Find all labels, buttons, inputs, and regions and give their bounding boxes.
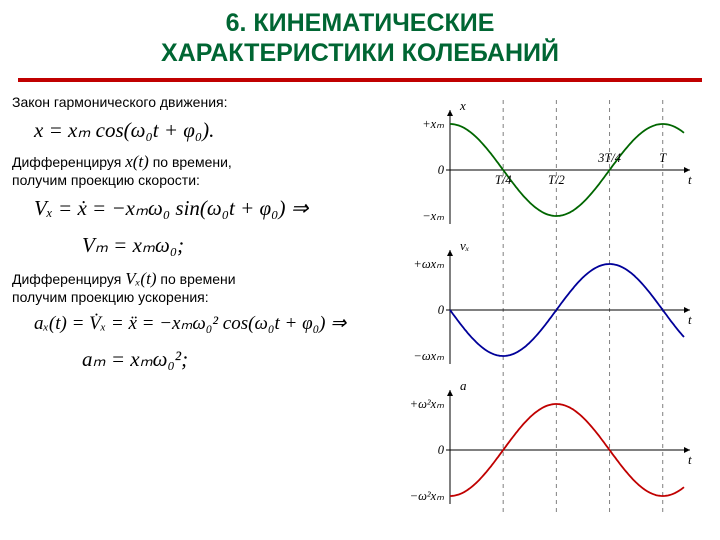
formula-am: aₘ = xₘω₀²; [82,345,402,373]
svg-text:−ωxₘ: −ωxₘ [413,349,444,363]
text-diff2: Дифференцируя Vₓ(t) по времени получим п… [12,269,402,305]
formula-ax: aₓ(t) = V̇ₓ = ẍ = −xₘω₀² cos(ω₀t + φ₀) ⇒ [34,311,402,337]
title-line-1: 6. КИНЕМАТИЧЕСКИЕ [20,8,700,38]
formula-vm: Vₘ = xₘω₀; [82,231,402,259]
svg-text:x: x [459,98,466,113]
right-column: +xₘ0−xₘxtT/4T/23T/4T+ωxₘ0−ωxₘvₓt+ω²xₘ0−ω… [402,90,702,381]
oscillation-graphs: +xₘ 0 −xₘ x t T/4 T/2 3T/4 T +ωxₘ 0 −ωxₘ vₓ t +ω²xₘ 0 −ω… [402,84,702,514]
diff1-b: по времени, [153,154,232,170]
diff1-fn: x(t) [125,152,149,171]
diff1-c: получим проекцию скорости: [12,172,200,188]
left-column: Закон гармонического движения: x = xₘ co… [12,90,402,381]
text-diff1: Дифференцируя x(t) по времени, получим п… [12,152,402,188]
svg-text:−ω²xₘ: −ω²xₘ [410,489,445,503]
svg-text:T/2: T/2 [548,173,565,187]
svg-text:+ωxₘ: +ωxₘ [413,257,444,271]
diff1-a: Дифференцируя [12,154,121,170]
formula-vx: Vₓ = ẋ = −xₘω₀ sin(ω₀t + φ₀) ⇒ [34,194,402,222]
svg-text:0: 0 [438,163,445,177]
svg-text:T/4: T/4 [495,173,512,187]
formula-x: x = xₘ cos(ω₀t + φ₀). [34,116,402,144]
svg-text:+ω²xₘ: +ω²xₘ [410,397,445,411]
svg-text:0: 0 [438,443,445,457]
diff2-b: по времени [160,271,235,287]
svg-text:t: t [688,172,692,187]
svg-text:vₓ: vₓ [460,238,470,253]
svg-text:3T/4: 3T/4 [597,151,621,165]
svg-text:a: a [460,378,467,393]
horizontal-rule [18,78,702,82]
slide-title: 6. КИНЕМАТИЧЕСКИЕ ХАРАКТЕРИСТИКИ КОЛЕБАН… [0,0,720,74]
diff2-c: получим проекцию ускорения: [12,289,209,305]
svg-text:T: T [659,151,667,165]
svg-text:+xₘ: +xₘ [422,117,444,131]
svg-text:t: t [688,452,692,467]
diff2-fn: Vₓ(t) [125,269,156,288]
svg-text:−xₘ: −xₘ [422,209,444,223]
text-law: Закон гармонического движения: [12,94,402,110]
svg-text:0: 0 [438,303,445,317]
svg-text:t: t [688,312,692,327]
diff2-a: Дифференцируя [12,271,121,287]
title-line-2: ХАРАКТЕРИСТИКИ КОЛЕБАНИЙ [20,38,700,68]
